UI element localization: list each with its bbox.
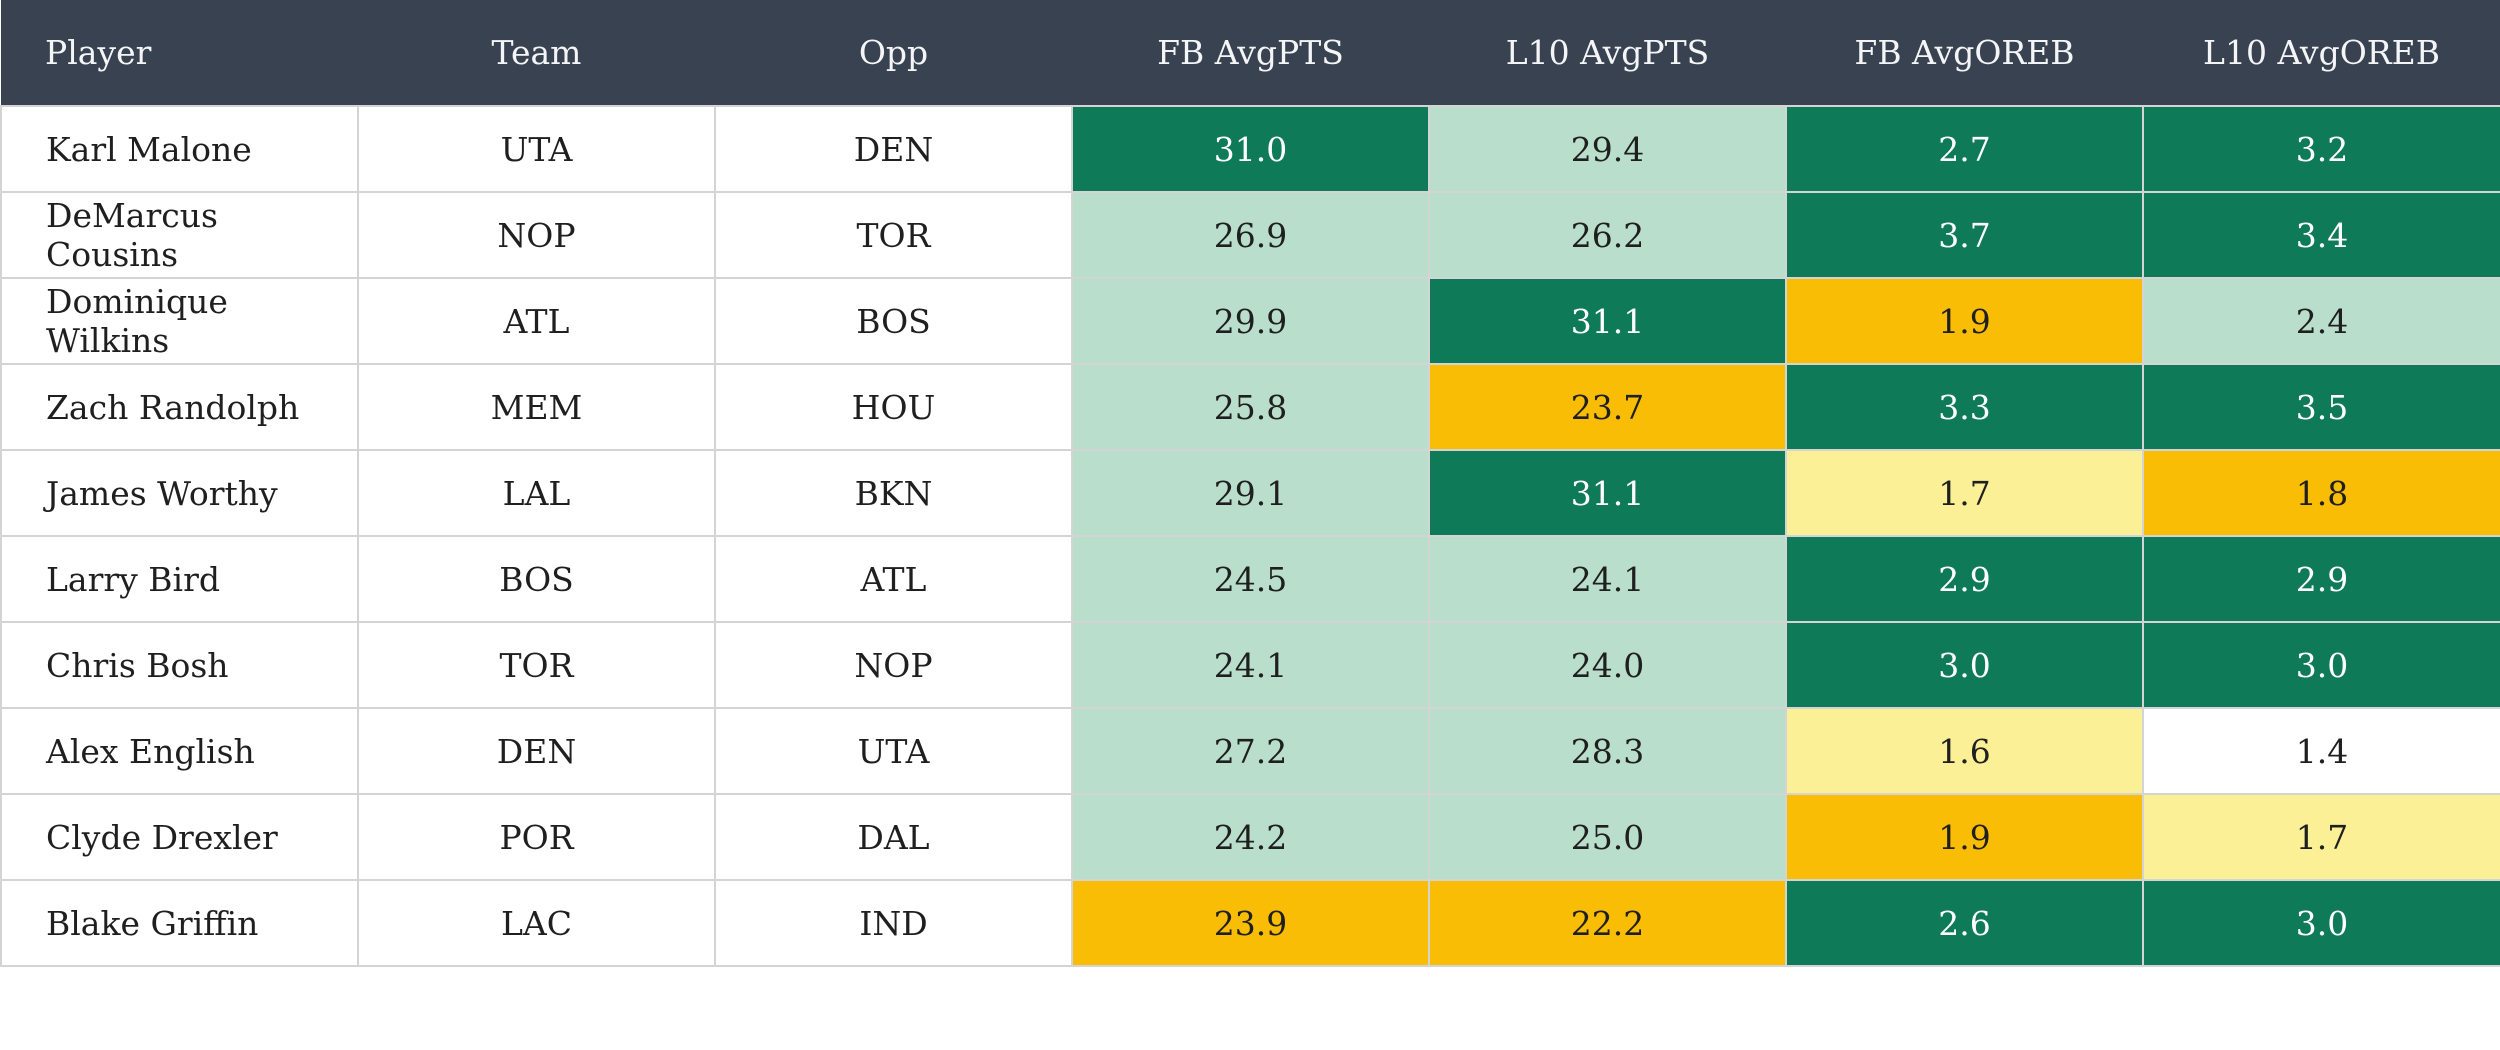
stat-cell: 1.7: [1786, 450, 2144, 537]
stat-cell: 2.9: [2143, 536, 2500, 623]
opp-cell: BKN: [715, 450, 1073, 537]
team-cell: DEN: [358, 708, 716, 795]
opp-cell: IND: [715, 880, 1073, 967]
stat-cell: 1.9: [1786, 278, 2144, 365]
team-cell: MEM: [358, 364, 716, 451]
player-cell: Larry Bird: [0, 536, 359, 623]
stat-cell: 24.1: [1429, 536, 1787, 623]
stat-cell: 25.8: [1072, 364, 1430, 451]
stat-cell: 22.2: [1429, 880, 1787, 967]
player-cell: Chris Bosh: [0, 622, 359, 709]
table-header: Player Team Opp FB AvgPTS L10 AvgPTS FB …: [1, 0, 2500, 107]
table-row: Alex English DEN UTA 27.2 28.3 1.6 1.4: [0, 708, 2500, 795]
stat-cell: 1.4: [2143, 708, 2500, 795]
team-cell: POR: [358, 794, 716, 881]
table-row: Zach Randolph MEM HOU 25.8 23.7 3.3 3.5: [0, 364, 2500, 451]
stat-cell: 31.0: [1072, 106, 1430, 193]
opp-cell: BOS: [715, 278, 1073, 365]
stat-cell: 23.9: [1072, 880, 1430, 967]
stat-cell: 25.0: [1429, 794, 1787, 881]
column-header-l10-avgoreb: L10 AvgOREB: [2143, 0, 2500, 107]
team-cell: UTA: [358, 106, 716, 193]
stat-cell: 23.7: [1429, 364, 1787, 451]
opp-cell: TOR: [715, 192, 1073, 279]
stat-cell: 2.9: [1786, 536, 2144, 623]
stat-cell: 3.4: [2143, 192, 2500, 279]
stat-cell: 29.1: [1072, 450, 1430, 537]
opp-cell: DAL: [715, 794, 1073, 881]
stat-cell: 3.7: [1786, 192, 2144, 279]
stat-cell: 3.0: [2143, 880, 2500, 967]
stat-cell: 1.8: [2143, 450, 2500, 537]
opp-cell: DEN: [715, 106, 1073, 193]
stat-cell: 3.3: [1786, 364, 2144, 451]
stat-cell: 3.2: [2143, 106, 2500, 193]
stat-cell: 3.0: [2143, 622, 2500, 709]
stat-cell: 28.3: [1429, 708, 1787, 795]
player-cell: Clyde Drexler: [0, 794, 359, 881]
stat-cell: 1.9: [1786, 794, 2144, 881]
team-cell: LAC: [358, 880, 716, 967]
table-row: Dominique Wilkins ATL BOS 29.9 31.1 1.9 2.4: [0, 278, 2500, 365]
stat-cell: 1.6: [1786, 708, 2144, 795]
opp-cell: UTA: [715, 708, 1073, 795]
header-row: Player Team Opp FB AvgPTS L10 AvgPTS FB …: [1, 0, 2500, 107]
stat-cell: 1.7: [2143, 794, 2500, 881]
player-cell: Zach Randolph: [0, 364, 359, 451]
table-row: DeMarcus Cousins NOP TOR 26.9 26.2 3.7 3.4: [0, 192, 2500, 279]
table-body: Karl Malone UTA DEN 31.0 29.4 2.7 3.2 DeMarcus …: [0, 106, 2500, 967]
stat-cell: 31.1: [1429, 450, 1787, 537]
stat-cell: 26.2: [1429, 192, 1787, 279]
opp-cell: ATL: [715, 536, 1073, 623]
player-stats-table: Player Team Opp FB AvgPTS L10 AvgPTS FB …: [0, 0, 2500, 967]
column-header-fb-avgoreb: FB AvgOREB: [1786, 0, 2143, 107]
stat-cell: 31.1: [1429, 278, 1787, 365]
opp-cell: NOP: [715, 622, 1073, 709]
stat-cell: 24.2: [1072, 794, 1430, 881]
team-cell: TOR: [358, 622, 716, 709]
stat-cell: 29.4: [1429, 106, 1787, 193]
opp-cell: HOU: [715, 364, 1073, 451]
player-cell: Dominique Wilkins: [0, 278, 359, 365]
stat-cell: 27.2: [1072, 708, 1430, 795]
team-cell: BOS: [358, 536, 716, 623]
stat-cell: 3.5: [2143, 364, 2500, 451]
team-cell: ATL: [358, 278, 716, 365]
stat-cell: 2.7: [1786, 106, 2144, 193]
table-row: Blake Griffin LAC IND 23.9 22.2 2.6 3.0: [0, 880, 2500, 967]
player-cell: Alex English: [0, 708, 359, 795]
team-cell: NOP: [358, 192, 716, 279]
stat-cell: 2.4: [2143, 278, 2500, 365]
column-header-fb-avgpts: FB AvgPTS: [1072, 0, 1429, 107]
column-header-player: Player: [1, 0, 358, 107]
table-row: Clyde Drexler POR DAL 24.2 25.0 1.9 1.7: [0, 794, 2500, 881]
stat-cell: 26.9: [1072, 192, 1430, 279]
table-row: Karl Malone UTA DEN 31.0 29.4 2.7 3.2: [0, 106, 2500, 193]
column-header-l10-avgpts: L10 AvgPTS: [1429, 0, 1786, 107]
stat-cell: 24.0: [1429, 622, 1787, 709]
team-cell: LAL: [358, 450, 716, 537]
table-row: Larry Bird BOS ATL 24.5 24.1 2.9 2.9: [0, 536, 2500, 623]
table-row: James Worthy LAL BKN 29.1 31.1 1.7 1.8: [0, 450, 2500, 537]
stat-cell: 29.9: [1072, 278, 1430, 365]
column-header-team: Team: [358, 0, 715, 107]
player-cell: James Worthy: [0, 450, 359, 537]
stat-cell: 3.0: [1786, 622, 2144, 709]
table-row: Chris Bosh TOR NOP 24.1 24.0 3.0 3.0: [0, 622, 2500, 709]
stat-cell: 2.6: [1786, 880, 2144, 967]
player-cell: Blake Griffin: [0, 880, 359, 967]
stat-cell: 24.1: [1072, 622, 1430, 709]
player-cell: Karl Malone: [0, 106, 359, 193]
player-cell: DeMarcus Cousins: [0, 192, 359, 279]
column-header-opp: Opp: [715, 0, 1072, 107]
stat-cell: 24.5: [1072, 536, 1430, 623]
